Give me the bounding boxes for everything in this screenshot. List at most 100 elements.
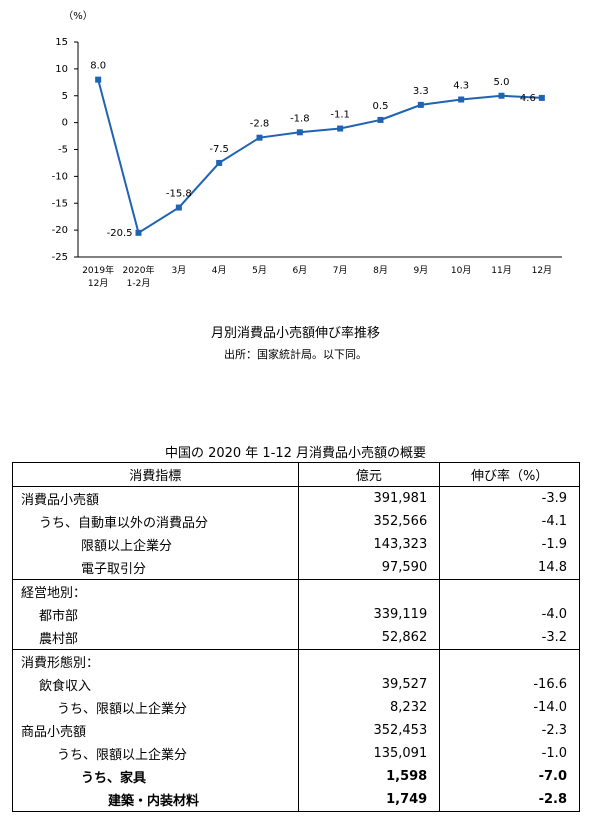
cell: 97,590 [297, 556, 441, 580]
x-tick-label: 4月 [211, 266, 227, 276]
y-tick-label: 5 [62, 91, 68, 102]
header-cell: 消費指標 [12, 462, 299, 487]
cell: 352,453 [297, 719, 441, 742]
header-cell: 億元 [297, 462, 441, 487]
data-label: 8.0 [90, 61, 106, 72]
cell: -1.0 [439, 742, 580, 765]
cell: -4.1 [439, 510, 580, 533]
x-tick-label: 9月 [413, 266, 429, 276]
marker [135, 229, 142, 236]
data-label: 3.3 [413, 86, 429, 97]
chart-plot: （%） -25 -20 -15 -10 -5 0 5 10 15 8.0 -20.5 -15.8 -7.… [52, 10, 562, 263]
x-tick-label: 3月 [171, 266, 187, 276]
cell: 39,527 [297, 673, 441, 696]
cell: 352,566 [297, 510, 441, 533]
marker [498, 92, 505, 99]
data-label: -7.5 [209, 144, 229, 155]
chart: （%） -25 -20 -15 -10 -5 0 5 10 15 8.0 -20.5 -15.8 -7.… [0, 0, 591, 380]
cell: -1.9 [439, 533, 580, 556]
chart-source: 出所：国家統計局。以下同。 [224, 348, 367, 361]
cell: 391,981 [297, 486, 441, 510]
data-label: -2.8 [250, 119, 270, 130]
marker [538, 94, 545, 101]
y-tick-label: -20 [52, 225, 68, 236]
row: うち、限額以上企業分 8,232 -14.0 [12, 696, 580, 719]
row: うち、自動車以外の消費品分 352,566 -4.1 [12, 510, 580, 533]
cell: うち、家具 [12, 765, 299, 788]
cell: うち、自動車以外の消費品分 [12, 510, 299, 533]
cell: うち、限額以上企業分 [12, 696, 299, 719]
data-label: -20.5 [107, 228, 133, 239]
row: うち、限額以上企業分 135,091 -1.0 [12, 742, 580, 765]
x-tick-label: 12月 [531, 266, 553, 276]
row: 限額以上企業分 143,323 -1.9 [12, 533, 580, 556]
y-tick-label: -5 [58, 145, 68, 156]
row: 経営地別： [12, 579, 580, 603]
cell [297, 649, 441, 673]
marker [337, 125, 344, 132]
marker [296, 129, 303, 136]
row: 消費品小売額 391,981 -3.9 [12, 486, 580, 510]
marker [417, 101, 424, 108]
y-tick-label: 0 [62, 118, 68, 129]
chart-title: 月別消費品小売額伸び率推移 [210, 326, 380, 341]
x-tick-label: 2020年 1-2月 [122, 266, 155, 289]
cell: -4.0 [439, 603, 580, 626]
data-label: 4.6 [520, 93, 536, 104]
table-title: 中国の 2020 年 1-12 月消費品小売額の概要 [164, 446, 427, 461]
x-tick-label: 10月 [450, 266, 472, 276]
cell: 経営地別： [12, 579, 299, 603]
cell: 農村部 [12, 626, 299, 650]
cell: 8,232 [297, 696, 441, 719]
table: 消費指標 億元 伸び率（%） 消費品小売額 391,981 -3.9 うち、自動車以… [12, 462, 580, 812]
x-tick-label: 6月 [292, 266, 308, 276]
cell: -2.3 [439, 719, 580, 742]
header-row: 消費指標 億元 伸び率（%） [12, 462, 580, 487]
cell [297, 579, 441, 603]
cell: 339,119 [297, 603, 441, 626]
cell: 限額以上企業分 [12, 533, 299, 556]
cell: -7.0 [439, 765, 580, 788]
data-label: 4.3 [453, 81, 469, 92]
cell: 1,749 [297, 788, 441, 812]
y-tick-label: -10 [52, 171, 68, 182]
x-tick-label: 7月 [332, 266, 348, 276]
y-unit: （%） [63, 10, 93, 22]
row: 消費形態別： [12, 649, 580, 673]
data-label: -15.8 [166, 189, 192, 200]
marker [95, 76, 102, 83]
cell: 消費品小売額 [12, 486, 299, 510]
data-label: 0.5 [373, 101, 389, 112]
cell: 135,091 [297, 742, 441, 765]
cell: 143,323 [297, 533, 441, 556]
row: うち、家具 1,598 -7.0 [12, 765, 580, 788]
x-tick-label: 8月 [373, 266, 388, 276]
cell: 商品小売額 [12, 719, 299, 742]
marker [458, 96, 465, 103]
cell: -3.9 [439, 486, 580, 510]
cell: -2.8 [439, 788, 580, 812]
cell: 都市部 [12, 603, 299, 626]
cell: 電子取引分 [12, 556, 299, 580]
marker [175, 204, 182, 211]
marker [216, 159, 223, 166]
cell: 飲食収入 [12, 673, 299, 696]
y-tick-label: 15 [55, 37, 68, 48]
marker [377, 116, 384, 123]
y-tick-label: -25 [52, 252, 68, 263]
line [97, 79, 542, 235]
row: 飲食収入 39,527 -16.6 [12, 673, 580, 696]
cell [439, 579, 580, 603]
cell: -3.2 [439, 626, 580, 650]
cell: -14.0 [439, 696, 580, 719]
cell: 14.8 [439, 556, 580, 580]
cell: 建築・内装材料 [12, 788, 299, 812]
cell: うち、限額以上企業分 [12, 742, 299, 765]
cell [439, 649, 580, 673]
row: 建築・内装材料 1,749 -2.8 [12, 788, 580, 812]
row: 農村部 52,862 -3.2 [12, 626, 580, 650]
row: 電子取引分 97,590 14.8 [12, 556, 580, 580]
header-cell: 伸び率（%） [439, 462, 580, 487]
data-label: -1.1 [330, 110, 350, 121]
